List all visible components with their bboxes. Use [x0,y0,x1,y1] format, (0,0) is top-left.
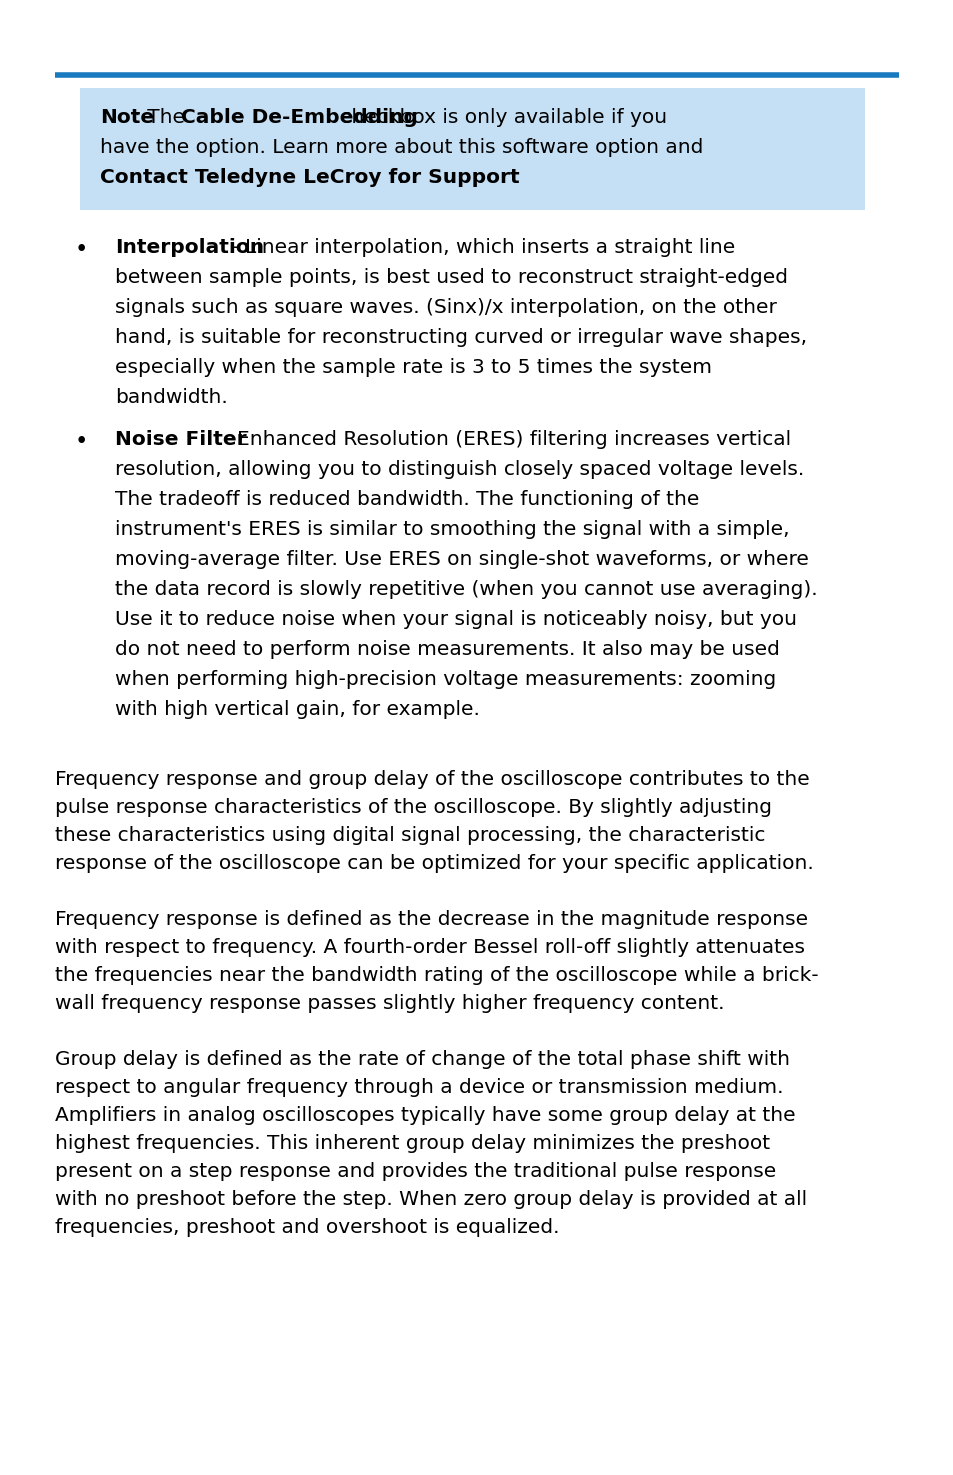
Text: Frequency response and group delay of the oscilloscope contributes to the: Frequency response and group delay of th… [55,770,809,789]
Text: : The: : The [133,108,192,127]
Text: especially when the sample rate is 3 to 5 times the system: especially when the sample rate is 3 to … [115,358,711,378]
Text: signals such as square waves. (Sinx)/x interpolation, on the other: signals such as square waves. (Sinx)/x i… [115,298,776,317]
Text: Noise Filter: Noise Filter [115,431,247,448]
Text: the frequencies near the bandwidth rating of the oscilloscope while a brick-: the frequencies near the bandwidth ratin… [55,966,818,985]
Text: moving-average filter. Use ERES on single-shot waveforms, or where: moving-average filter. Use ERES on singl… [115,550,808,569]
Text: .: . [397,168,403,187]
Text: highest frequencies. This inherent group delay minimizes the preshoot: highest frequencies. This inherent group… [55,1134,769,1153]
Text: Note: Note [100,108,154,127]
Text: wall frequency response passes slightly higher frequency content.: wall frequency response passes slightly … [55,994,723,1013]
Text: Use it to reduce noise when your signal is noticeably noisy, but you: Use it to reduce noise when your signal … [115,611,796,628]
Text: checkbox is only available if you: checkbox is only available if you [334,108,666,127]
Text: with high vertical gain, for example.: with high vertical gain, for example. [115,701,479,718]
Text: when performing high-precision voltage measurements: zooming: when performing high-precision voltage m… [115,670,776,689]
Text: the data record is slowly repetitive (when you cannot use averaging).: the data record is slowly repetitive (wh… [115,580,817,599]
FancyBboxPatch shape [80,88,864,209]
Text: pulse response characteristics of the oscilloscope. By slightly adjusting: pulse response characteristics of the os… [55,798,771,817]
Text: Group delay is defined as the rate of change of the total phase shift with: Group delay is defined as the rate of ch… [55,1050,789,1069]
Text: frequencies, preshoot and overshoot is equalized.: frequencies, preshoot and overshoot is e… [55,1218,558,1238]
Text: these characteristics using digital signal processing, the characteristic: these characteristics using digital sign… [55,826,764,845]
Text: - Enhanced Resolution (ERES) filtering increases vertical: - Enhanced Resolution (ERES) filtering i… [216,431,790,448]
Text: with respect to frequency. A fourth-order Bessel roll-off slightly attenuates: with respect to frequency. A fourth-orde… [55,938,804,957]
Text: •: • [75,431,89,453]
Text: Cable De-Embedding: Cable De-Embedding [181,108,417,127]
Text: response of the oscilloscope can be optimized for your specific application.: response of the oscilloscope can be opti… [55,854,813,873]
Text: between sample points, is best used to reconstruct straight-edged: between sample points, is best used to r… [115,268,787,288]
Text: Contact Teledyne LeCroy for Support: Contact Teledyne LeCroy for Support [100,168,519,187]
Text: with no preshoot before the step. When zero group delay is provided at all: with no preshoot before the step. When z… [55,1190,806,1210]
Text: instrument's ERES is similar to smoothing the signal with a simple,: instrument's ERES is similar to smoothin… [115,521,789,538]
Text: present on a step response and provides the traditional pulse response: present on a step response and provides … [55,1162,776,1181]
Text: - Linear interpolation, which inserts a straight line: - Linear interpolation, which inserts a … [225,237,735,257]
Text: Interpolation: Interpolation [115,237,264,257]
Text: The tradeoff is reduced bandwidth. The functioning of the: The tradeoff is reduced bandwidth. The f… [115,490,699,509]
Text: respect to angular frequency through a device or transmission medium.: respect to angular frequency through a d… [55,1078,782,1097]
Text: hand, is suitable for reconstructing curved or irregular wave shapes,: hand, is suitable for reconstructing cur… [115,327,806,347]
Text: bandwidth.: bandwidth. [115,388,228,407]
Text: •: • [75,237,89,261]
Text: Amplifiers in analog oscilloscopes typically have some group delay at the: Amplifiers in analog oscilloscopes typic… [55,1106,795,1125]
Text: Frequency response is defined as the decrease in the magnitude response: Frequency response is defined as the dec… [55,910,807,929]
Text: resolution, allowing you to distinguish closely spaced voltage levels.: resolution, allowing you to distinguish … [115,460,803,479]
Text: have the option. Learn more about this software option and: have the option. Learn more about this s… [100,139,702,156]
Text: do not need to perform noise measurements. It also may be used: do not need to perform noise measurement… [115,640,779,659]
